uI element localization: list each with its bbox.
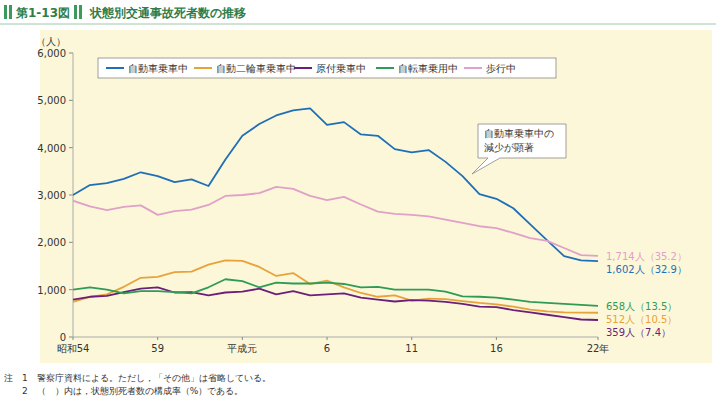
title-bar bbox=[4, 5, 7, 19]
x-axis bbox=[73, 337, 598, 338]
title-bar bbox=[74, 5, 77, 19]
y-tick-label: 2,000 bbox=[37, 237, 66, 248]
y-tick-label: 6,000 bbox=[37, 48, 66, 59]
x-tick-label: 59 bbox=[151, 343, 164, 354]
legend-label: 自転車乗用中 bbox=[398, 63, 458, 74]
chart: 第1-13図 状態別交通事故死者数の推移 （人） 0 1,000 2,000 3,000 4,… bbox=[0, 0, 716, 400]
legend-swatch bbox=[376, 67, 394, 69]
x-tick bbox=[327, 337, 328, 340]
figure-number: 第1-13図 bbox=[15, 6, 70, 20]
y-tick bbox=[69, 195, 73, 196]
note: 注 1 警察庁資料による。ただし，「その他」は省略している。 bbox=[4, 373, 271, 383]
legend: 自動車乗車中 自動二輪車乗車中 原付乗車中 自転車乗用中 歩行中 bbox=[98, 58, 556, 78]
end-label: 359人（7.4） bbox=[606, 327, 671, 338]
note: 2 （ ）内は，状態別死者数の構成率（%）である。 bbox=[4, 386, 243, 396]
legend-box bbox=[98, 58, 556, 78]
legend-swatch bbox=[464, 67, 482, 69]
end-label: 1,714人（35.2） bbox=[606, 251, 687, 262]
end-label: 658人（13.5） bbox=[606, 301, 677, 312]
y-tick-label: 1,000 bbox=[37, 285, 66, 296]
legend-swatch bbox=[194, 67, 212, 69]
annotation-text: 自動車乗車中の bbox=[484, 128, 554, 139]
series-line bbox=[73, 260, 598, 312]
y-tick bbox=[69, 337, 73, 338]
legend-swatch bbox=[294, 67, 312, 69]
end-label: 512人（10.5） bbox=[606, 314, 677, 325]
annotation-text: 減少が顕著 bbox=[484, 142, 534, 153]
title-rule bbox=[0, 24, 716, 25]
x-tick-label: 11 bbox=[405, 343, 418, 354]
y-tick-label: 4,000 bbox=[37, 143, 66, 154]
panel bbox=[40, 30, 712, 363]
title-bar bbox=[79, 5, 82, 19]
y-tick-label: 5,000 bbox=[37, 95, 66, 106]
series-line bbox=[73, 108, 598, 261]
series-line bbox=[73, 187, 598, 256]
x-tick-label: 16 bbox=[490, 343, 503, 354]
series-line bbox=[73, 279, 598, 306]
x-tick-label: 昭和54 bbox=[57, 343, 90, 354]
x-tick-label: 22年 bbox=[587, 343, 610, 354]
legend-label: 原付乗車中 bbox=[316, 63, 366, 74]
legend-swatch bbox=[106, 67, 124, 69]
y-tick bbox=[69, 100, 73, 101]
title-bar bbox=[9, 5, 12, 19]
x-tick-label: 6 bbox=[324, 343, 330, 354]
x-tick bbox=[157, 337, 158, 340]
x-tick bbox=[242, 337, 243, 340]
legend-label: 自動二輪車乗車中 bbox=[216, 63, 296, 74]
plot-area bbox=[73, 108, 598, 320]
y-unit: （人） bbox=[36, 36, 66, 47]
x-tick bbox=[598, 337, 599, 340]
y-tick bbox=[69, 53, 73, 54]
legend-label: 自動車乗車中 bbox=[128, 63, 188, 74]
y-tick bbox=[69, 242, 73, 243]
x-tick bbox=[73, 337, 74, 340]
x-tick-label: 平成元 bbox=[227, 343, 257, 354]
y-tick bbox=[69, 289, 73, 290]
annotation: 自動車乗車中の減少が顕著 bbox=[472, 124, 566, 174]
end-label: 1,602人（32.9） bbox=[606, 264, 687, 275]
x-tick bbox=[496, 337, 497, 340]
annotation-callout bbox=[472, 124, 566, 174]
y-tick-label: 3,000 bbox=[37, 190, 66, 201]
series-line bbox=[73, 287, 598, 320]
x-tick bbox=[411, 337, 412, 340]
y-tick bbox=[69, 147, 73, 148]
legend-label: 歩行中 bbox=[486, 63, 516, 74]
y-tick-label: 0 bbox=[60, 332, 66, 343]
title: 状態別交通事故死者数の推移 bbox=[89, 6, 246, 20]
